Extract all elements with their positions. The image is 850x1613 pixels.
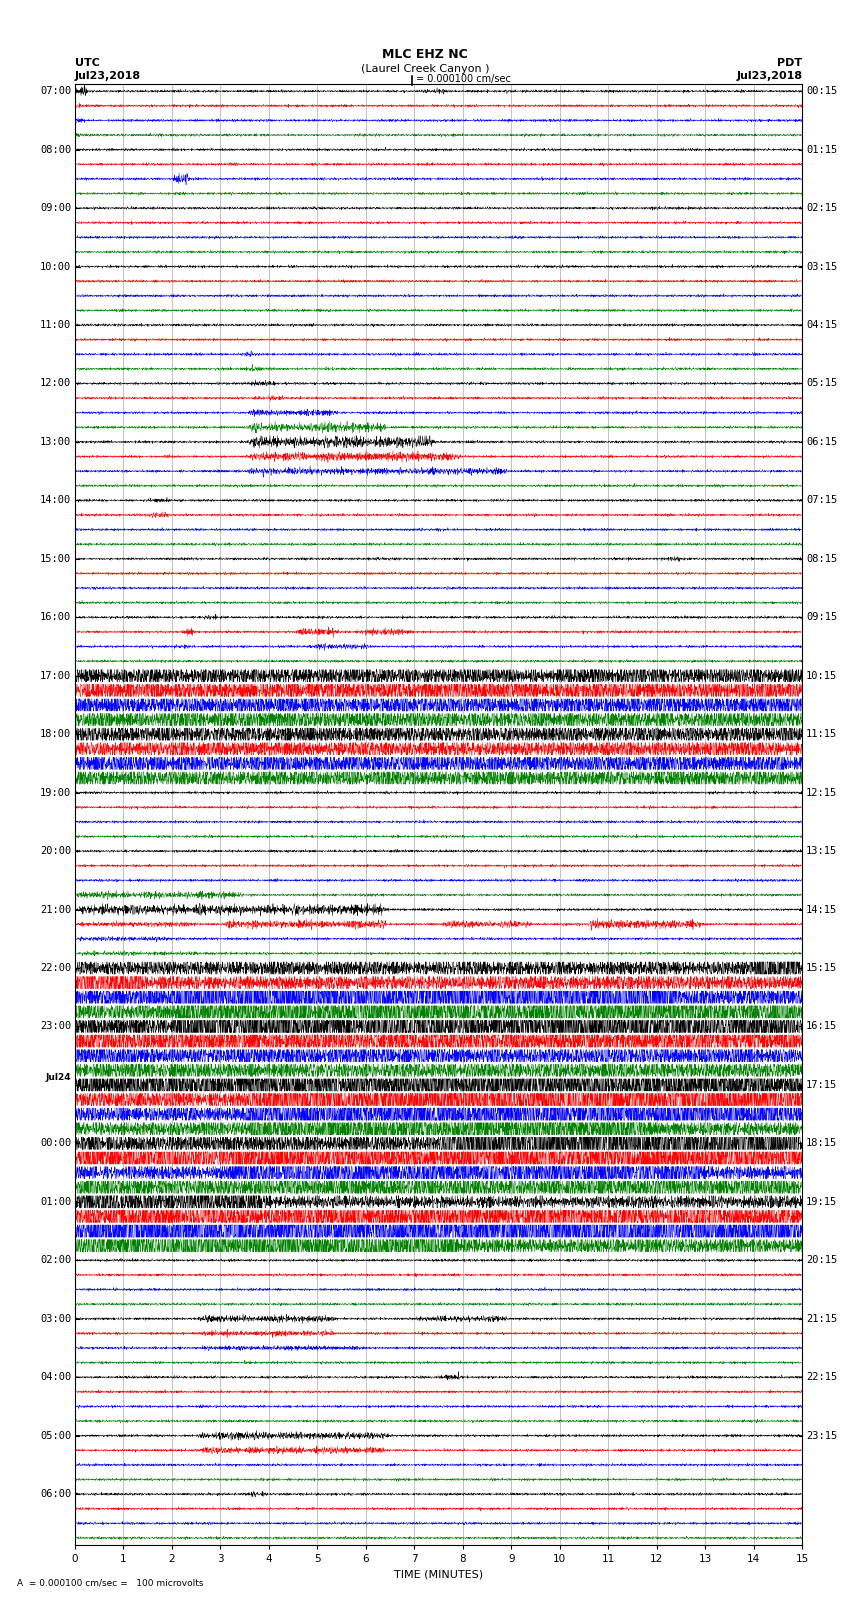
Text: 02:00: 02:00 [40,1255,71,1265]
Text: 03:00: 03:00 [40,1313,71,1324]
Text: 20:15: 20:15 [806,1255,837,1265]
Text: 04:00: 04:00 [40,1373,71,1382]
Text: 21:00: 21:00 [40,905,71,915]
Text: 23:15: 23:15 [806,1431,837,1440]
Text: 16:00: 16:00 [40,613,71,623]
Text: 07:00: 07:00 [40,85,71,97]
Text: 01:00: 01:00 [40,1197,71,1207]
Text: 17:15: 17:15 [806,1081,837,1090]
Text: 03:15: 03:15 [806,261,837,271]
Text: 17:00: 17:00 [40,671,71,681]
Text: 18:00: 18:00 [40,729,71,739]
Text: Jul23,2018: Jul23,2018 [736,71,802,81]
Text: 11:00: 11:00 [40,319,71,331]
Text: 10:00: 10:00 [40,261,71,271]
Text: 01:15: 01:15 [806,145,837,155]
Text: 23:00: 23:00 [40,1021,71,1031]
Text: 05:15: 05:15 [806,379,837,389]
Text: PDT: PDT [777,58,802,68]
Text: MLC EHZ NC: MLC EHZ NC [382,48,468,61]
Text: 00:00: 00:00 [40,1139,71,1148]
Text: 02:15: 02:15 [806,203,837,213]
Text: 20:00: 20:00 [40,847,71,857]
Text: 21:15: 21:15 [806,1313,837,1324]
Text: Jul24: Jul24 [46,1073,71,1082]
Text: 06:15: 06:15 [806,437,837,447]
Text: 15:00: 15:00 [40,553,71,565]
Text: 06:00: 06:00 [40,1489,71,1498]
X-axis label: TIME (MINUTES): TIME (MINUTES) [394,1569,483,1579]
Text: A  = 0.000100 cm/sec =   100 microvolts: A = 0.000100 cm/sec = 100 microvolts [17,1578,203,1587]
Text: 04:15: 04:15 [806,319,837,331]
Text: 10:15: 10:15 [806,671,837,681]
Text: 13:00: 13:00 [40,437,71,447]
Text: 07:15: 07:15 [806,495,837,505]
Text: = 0.000100 cm/sec: = 0.000100 cm/sec [416,74,512,84]
Text: 19:00: 19:00 [40,787,71,798]
Text: (Laurel Creek Canyon ): (Laurel Creek Canyon ) [360,65,490,74]
Text: 16:15: 16:15 [806,1021,837,1031]
Text: 18:15: 18:15 [806,1139,837,1148]
Text: 09:00: 09:00 [40,203,71,213]
Text: 00:15: 00:15 [806,85,837,97]
Text: 14:00: 14:00 [40,495,71,505]
Text: 22:15: 22:15 [806,1373,837,1382]
Text: 15:15: 15:15 [806,963,837,973]
Text: 08:15: 08:15 [806,553,837,565]
Text: 12:15: 12:15 [806,787,837,798]
Text: Jul23,2018: Jul23,2018 [75,71,141,81]
Text: 19:15: 19:15 [806,1197,837,1207]
Text: 14:15: 14:15 [806,905,837,915]
Text: 22:00: 22:00 [40,963,71,973]
Text: 12:00: 12:00 [40,379,71,389]
Text: 11:15: 11:15 [806,729,837,739]
Text: 08:00: 08:00 [40,145,71,155]
Text: 13:15: 13:15 [806,847,837,857]
Text: UTC: UTC [75,58,99,68]
Text: 09:15: 09:15 [806,613,837,623]
Text: 05:00: 05:00 [40,1431,71,1440]
